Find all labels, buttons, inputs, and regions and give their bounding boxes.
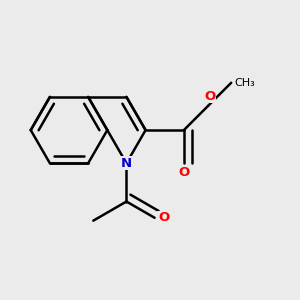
Text: O: O — [204, 90, 215, 103]
Text: CH₃: CH₃ — [234, 78, 255, 88]
Text: N: N — [121, 157, 132, 170]
Text: O: O — [178, 166, 190, 178]
Text: O: O — [158, 211, 169, 224]
